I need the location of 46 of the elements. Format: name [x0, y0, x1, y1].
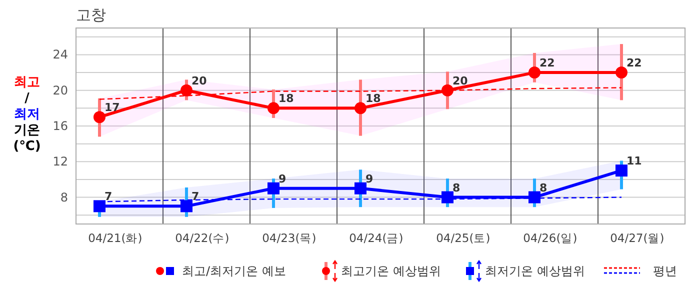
data-label: 18: [365, 92, 381, 106]
text: 최저기온 예상범위: [485, 264, 585, 278]
data-label: 22: [539, 56, 555, 70]
legend-label: 최고/최저기온 예보: [182, 264, 286, 278]
data-label: 20: [452, 74, 468, 88]
point: [528, 66, 540, 79]
point: [354, 182, 366, 194]
data-label: 8: [539, 181, 548, 194]
point: [615, 66, 628, 79]
point: [441, 191, 454, 204]
point: [267, 182, 280, 194]
data-label: 17: [104, 101, 120, 114]
legend-label: 평년: [653, 264, 677, 278]
y-tick-label: 12: [52, 154, 68, 169]
data-label: 7: [191, 190, 200, 204]
point: [180, 200, 192, 212]
data-label: 8: [452, 181, 460, 194]
x-tick-label: 04/27(월): [610, 231, 664, 245]
text: 최고기온 예상범위: [341, 264, 441, 278]
x-tick-label: 04/22(수): [175, 231, 230, 245]
y-tick-label: 16: [52, 119, 68, 133]
data-label: 18: [278, 92, 294, 106]
data-label: 11: [626, 154, 642, 168]
point: [180, 84, 192, 96]
point: [441, 84, 454, 96]
data-label: 20: [191, 74, 208, 88]
point: [93, 111, 106, 124]
point: [267, 102, 280, 114]
y-tick-label: 24: [52, 48, 68, 62]
point: [93, 200, 106, 212]
data-label: 9: [278, 172, 286, 186]
point: [615, 164, 628, 177]
x-tick-label: 04/25(토): [436, 231, 490, 245]
data-label: 9: [365, 172, 374, 186]
x-tick-label: 04/21(화): [88, 231, 142, 245]
y-tick-label: 8: [60, 190, 68, 204]
y-axis-title: 최고 / 최저 기온 (℃): [13, 75, 41, 154]
x-tick-label: 04/24(금): [349, 231, 404, 245]
point: [354, 102, 366, 114]
x-tick-label: 04/26(일): [523, 231, 578, 245]
x-tick-label: 04/23(목): [262, 231, 316, 245]
y-tick-label: 20: [52, 83, 68, 98]
data-label: 7: [104, 190, 112, 204]
chart-title: 고창: [76, 6, 106, 24]
data-label: 22: [626, 56, 642, 70]
point: [528, 191, 540, 204]
